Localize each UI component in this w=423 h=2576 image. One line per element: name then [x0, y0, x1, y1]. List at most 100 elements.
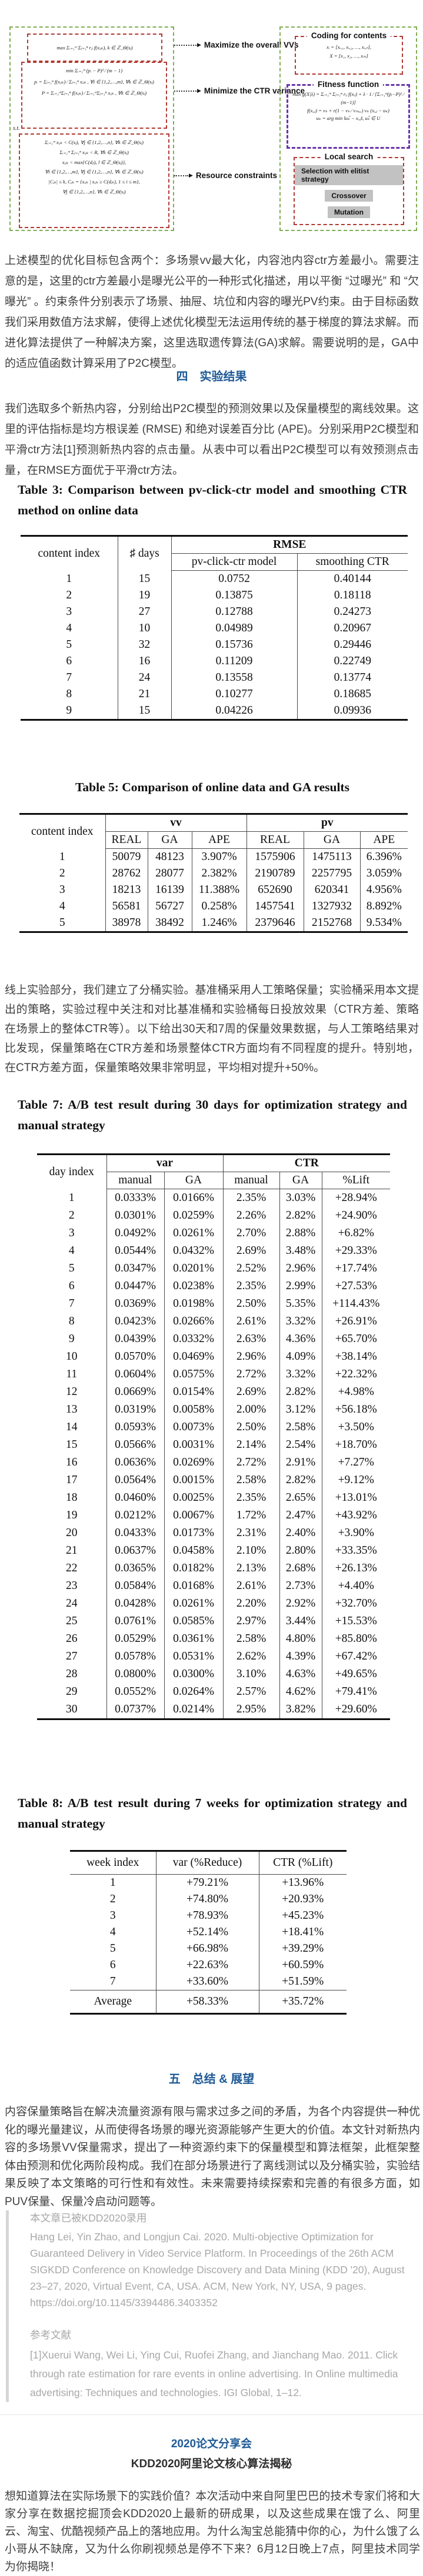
table-row: 30 0.0737% 0.0214% 2.95% 3.82% +29.60% [37, 1701, 390, 1719]
table-cell: 1 [19, 848, 106, 865]
table-cell: 0.0264% [164, 1683, 224, 1701]
fitness-formula: f(xᵢ,ⱼ) = vₖ + r(1 − vₖ ⁄ vₘₐₓ) vₖ (xᵢ,ⱼ… [307, 107, 389, 113]
table-row: 7 0.0369% 0.0198% 2.50% 5.35% +114.43% [37, 1295, 390, 1313]
table-cell: 0.0637% [106, 1542, 165, 1560]
table-cell: 2190789 [247, 865, 304, 882]
table-row: 10 0.0570% 0.0469% 2.96% 4.09% +38.14% [37, 1348, 390, 1366]
dotted-leader [174, 90, 196, 92]
table-cell: 0.0300% [164, 1665, 224, 1683]
table-cell: 2.82% [279, 1383, 322, 1401]
table-cell: 2.50% [223, 1419, 280, 1436]
col-header: APE [360, 831, 408, 849]
table-row: 4 0.0544% 0.0432% 2.69% 3.48% +29.33% [37, 1242, 390, 1260]
table-cell: 2.50% [223, 1295, 280, 1313]
table-cell: 8 [21, 686, 118, 702]
table-cell: 3.059% [366, 867, 402, 879]
table-cell: 2.40% [279, 1524, 322, 1542]
col-header-group: CTR [223, 1154, 390, 1172]
arrow-label: Maximize the overall VVs [204, 41, 299, 49]
table-cell: 0.0566% [106, 1436, 165, 1454]
table-cell: 2 [21, 587, 118, 604]
table-cell: +15.53% [335, 1615, 377, 1627]
constraint-line: Σᵢ₌₁ᵐ Σⱼ₌₁ⁿ xᵢⱼₖ < R, ∀k ∈ ℤ_Θ(sⱼ) [59, 149, 129, 155]
table7: day index var CTR manual GA manual GA %L… [37, 1153, 390, 1720]
table-cell: 1457541 [247, 898, 304, 915]
table-cell: 0.0447% [106, 1277, 165, 1295]
col-header-group: var [106, 1154, 224, 1172]
table-cell: 28077 [148, 865, 192, 882]
col-header: day index [37, 1154, 107, 1189]
table-row: 16 0.0636% 0.0269% 2.72% 2.91% +7.27% [37, 1454, 390, 1471]
table-cell: 0.13774 [334, 671, 371, 684]
table-cell: 0.12788 [171, 604, 298, 620]
table-cell: 2.58% [223, 1630, 280, 1648]
event-title: 2020论文分享会 [171, 2438, 252, 2450]
table-row: 3 +78.93% +45.23% [70, 1908, 347, 1924]
subject-to-label: s.t. [13, 125, 20, 132]
table-cell: 2.91% [279, 1454, 322, 1471]
table-row: 17 0.0564% 0.0015% 2.58% 2.82% +9.12% [37, 1471, 390, 1489]
table-row: 5 +66.98% +39.29% [70, 1941, 347, 1957]
table-cell: 2.92% [279, 1595, 322, 1612]
col-header-group: RMSE [171, 536, 408, 554]
table-cell: 2.99% [279, 1277, 322, 1295]
table-cell: 2.65% [279, 1489, 322, 1507]
table-row: 6 16 0.11209 0.22749 [21, 653, 408, 670]
table-cell: 2.35% [223, 1489, 280, 1507]
col-header: week index [70, 1851, 156, 1875]
table-cell: +3.90% [338, 1527, 374, 1539]
table-cell: 0.0166% [164, 1189, 224, 1207]
table-cell: +38.14% [335, 1350, 377, 1363]
table-cell: 0.13558 [171, 670, 298, 686]
table-cell: +43.92% [335, 1509, 377, 1521]
table-cell: 23 [37, 1577, 107, 1595]
table-cell: 0.0173% [164, 1524, 224, 1542]
table-cell: 25 [37, 1612, 107, 1630]
table-cell: 1 [21, 570, 118, 587]
table-cell: 1 [70, 1874, 156, 1891]
table-cell: 2.80% [279, 1542, 322, 1560]
table-cell: 3.32% [279, 1366, 322, 1383]
table-cell: 0.10277 [171, 686, 298, 702]
table-cell: 3 [21, 604, 118, 620]
table-cell: 0.0201% [164, 1260, 224, 1277]
table-cell: 10 [118, 620, 172, 637]
table-cell: 2.20% [223, 1595, 280, 1612]
table-cell: 56581 [105, 898, 148, 915]
table8-header-row: week index var (%Reduce) CTR (%Lift) [70, 1851, 347, 1875]
table-cell: 22 [37, 1560, 107, 1577]
table-cell: 5.35% [279, 1295, 322, 1313]
table-cell: 2.00% [223, 1401, 280, 1419]
table-cell: 4 [70, 1924, 156, 1941]
table-cell: 38978 [105, 915, 148, 932]
table-cell: 0.0058% [164, 1401, 224, 1419]
table-cell: 2.14% [223, 1436, 280, 1454]
table-cell: 12 [37, 1383, 107, 1401]
table-row: 8 0.0423% 0.0266% 2.61% 3.32% +26.91% [37, 1313, 390, 1330]
table-cell: 6 [21, 653, 118, 670]
table-cell: +27.53% [335, 1280, 377, 1292]
table-cell: 0.0529% [106, 1630, 165, 1648]
table-cell: 3.32% [279, 1313, 322, 1330]
table-cell: 32 [118, 637, 172, 653]
table-cell: 0.0261% [164, 1225, 224, 1242]
table-cell: 0.258% [192, 898, 247, 915]
table-cell: 9.534% [366, 916, 402, 929]
arrowhead-icon: ▶ [197, 88, 201, 93]
table-cell: 0.0428% [106, 1595, 165, 1612]
col-header: APE [192, 831, 247, 849]
table-cell: 5 [37, 1260, 107, 1277]
formula-objective-vv: max Σᵢ₌₁ᵐ Σⱼ₌₁ⁿ rᵢⱼ f(xᵢⱼₖ), k ∈ ℤ_Θ(sⱼ) [56, 45, 133, 51]
table8-caption: Table 8: A/B test result during 7 weeks … [18, 1796, 407, 1831]
local-search-box-title: Local search [320, 152, 378, 161]
table-cell: 15 [37, 1436, 107, 1454]
paragraph-summary: 内容保量策略旨在解决流量资源有限与需求过多之间的矛盾，为各个内容提供一种优化的曝… [5, 2106, 420, 2208]
paragraph-model-objectives: 上述模型的优化目标包含两个：多场景vv最大化，内容池内容ctr方差最小。需要注意… [5, 255, 419, 370]
table-cell: 11 [37, 1366, 107, 1383]
table-cell: 3 [19, 882, 106, 898]
table-cell: +26.91% [335, 1315, 377, 1327]
table-cell: 2.35% [223, 1277, 280, 1295]
table3: content index ♯ days RMSE pv-click-ctr m… [21, 535, 408, 721]
table-cell: 1475113 [304, 848, 361, 865]
table-cell: 2.69% [223, 1242, 280, 1260]
